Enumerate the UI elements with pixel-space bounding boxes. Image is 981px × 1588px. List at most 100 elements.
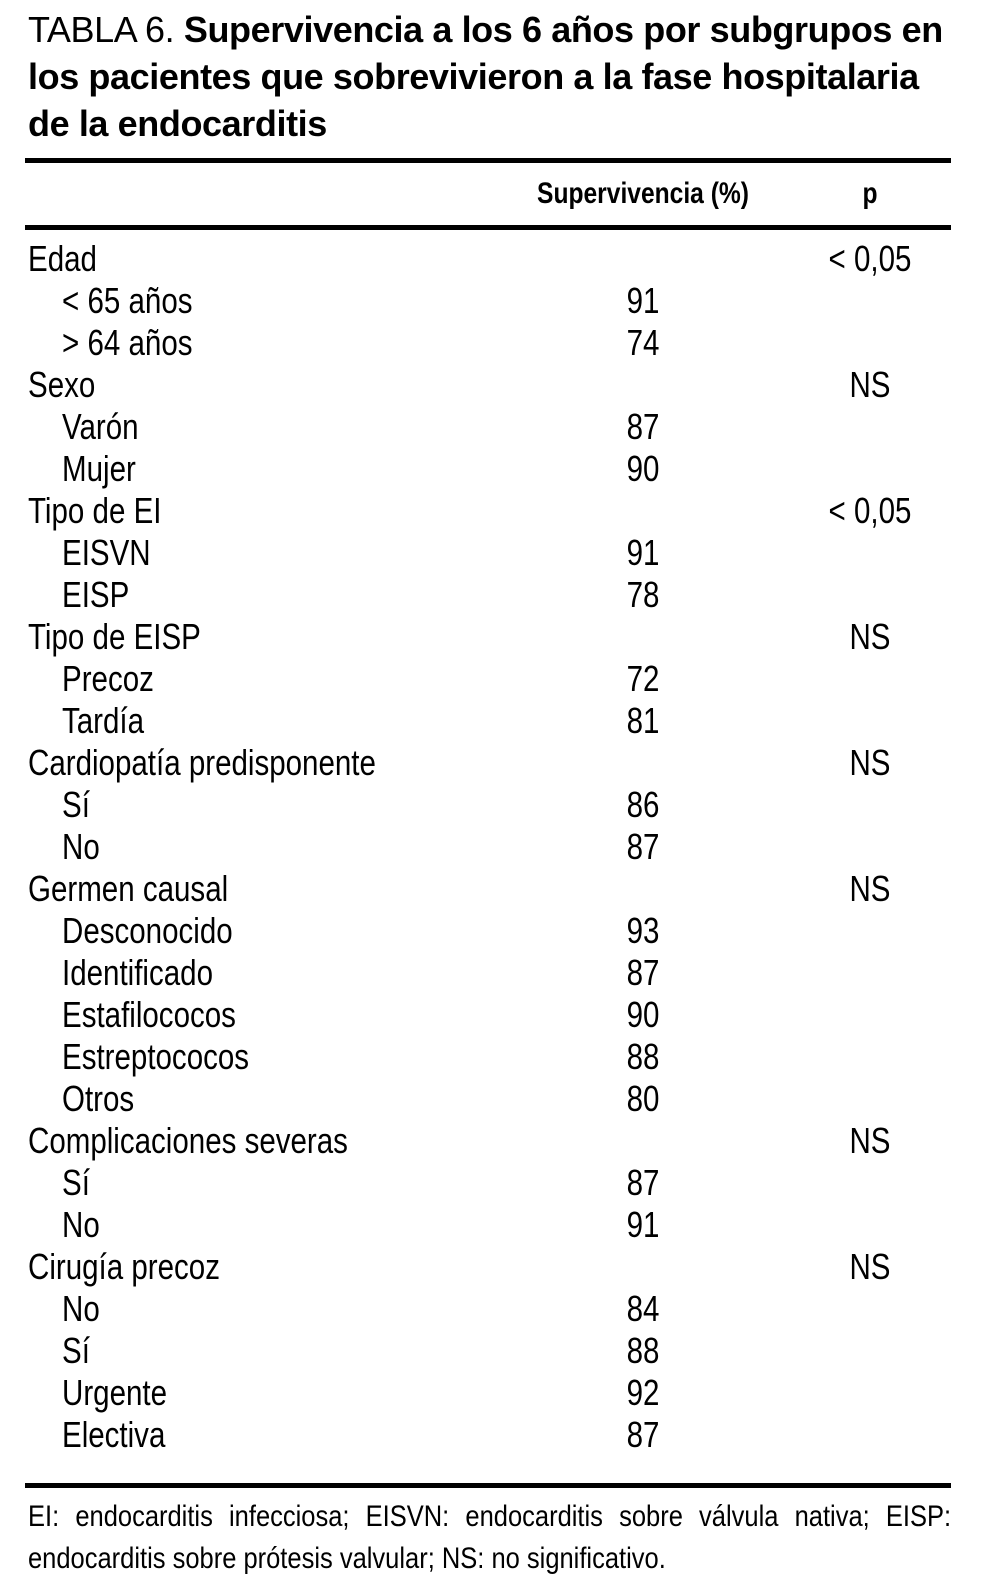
row-label: Sexo: [28, 364, 96, 405]
table-row: Cirugía precoz NS: [0, 1246, 981, 1288]
table-body: Edad < 0,05 < 65 años 91 > 64 años 74 Se…: [0, 238, 981, 1456]
row-survival-value: 72: [626, 658, 660, 699]
row-label: Cirugía precoz: [28, 1246, 220, 1287]
table-footnote: EI: endocarditis infecciosa; EISVN: endo…: [28, 1496, 951, 1580]
row-label: Urgente: [62, 1372, 168, 1413]
table-row: Urgente 92: [0, 1372, 981, 1414]
row-label: Tipo de EI: [28, 490, 162, 531]
table-row: Edad < 0,05: [0, 238, 981, 280]
row-survival-value: 87: [626, 826, 660, 867]
table-row: Mujer 90: [0, 448, 981, 490]
row-label: Cardiopatía predisponente: [28, 742, 376, 783]
row-label: Sí: [62, 1330, 90, 1371]
table-row: Tipo de EI < 0,05: [0, 490, 981, 532]
row-label: Sí: [62, 784, 90, 825]
row-p-value: NS: [849, 1120, 891, 1161]
table-row: Precoz 72: [0, 658, 981, 700]
row-survival-value: 80: [626, 1078, 660, 1119]
table-row: Sí 86: [0, 784, 981, 826]
table-row: Electiva 87: [0, 1414, 981, 1456]
row-survival-value: 90: [626, 994, 660, 1035]
table-row: Varón 87: [0, 406, 981, 448]
row-p-value: NS: [849, 1246, 891, 1287]
row-survival-value: 87: [626, 406, 660, 447]
row-label: Electiva: [62, 1414, 166, 1455]
rule-header-top: [25, 158, 951, 163]
row-p-value: < 0,05: [828, 490, 912, 531]
table-row: Sí 88: [0, 1330, 981, 1372]
row-survival-value: 93: [626, 910, 660, 951]
row-survival-value: 91: [626, 532, 660, 573]
column-header-supervivencia: Supervivencia (%): [537, 177, 749, 210]
row-survival-value: 92: [626, 1372, 660, 1413]
table-caption: Supervivencia a los 6 años por subgrupos…: [28, 9, 943, 144]
row-p-value: NS: [849, 364, 891, 405]
row-survival-value: 87: [626, 1414, 660, 1455]
row-survival-value: 88: [626, 1036, 660, 1077]
row-survival-value: 91: [626, 280, 660, 321]
row-survival-value: 81: [626, 700, 660, 741]
row-label: Otros: [62, 1078, 135, 1119]
row-label: Tipo de EISP: [28, 616, 201, 657]
table-row: Identificado 87: [0, 952, 981, 994]
table-row: EISP 78: [0, 574, 981, 616]
table-row: Tipo de EISP NS: [0, 616, 981, 658]
row-survival-value: 84: [626, 1288, 660, 1329]
table-row: Otros 80: [0, 1078, 981, 1120]
row-label: Estreptococos: [62, 1036, 250, 1077]
table-row: > 64 años 74: [0, 322, 981, 364]
table-title: TABLA 6. Supervivencia a los 6 años por …: [28, 6, 944, 147]
table-row: Complicaciones severas NS: [0, 1120, 981, 1162]
row-label: Desconocido: [62, 910, 233, 951]
table-header-row: Supervivencia (%) p: [0, 163, 981, 225]
row-survival-value: 86: [626, 784, 660, 825]
table-row: Tardía 81: [0, 700, 981, 742]
row-survival-value: 87: [626, 1162, 660, 1203]
row-label: < 65 años: [62, 280, 193, 321]
table-row: Estafilococos 90: [0, 994, 981, 1036]
row-label: Mujer: [62, 448, 136, 489]
row-p-value: NS: [849, 868, 891, 909]
row-label: EISVN: [62, 532, 151, 573]
table-number: TABLA 6.: [28, 9, 175, 50]
row-p-value: NS: [849, 742, 891, 783]
footnote-line-2: endocarditis sobre prótesis valvular; NS…: [28, 1542, 666, 1575]
row-survival-value: 78: [626, 574, 660, 615]
column-header-p: p: [862, 177, 878, 210]
row-label: Estafilococos: [62, 994, 236, 1035]
row-survival-value: 74: [626, 322, 660, 363]
row-survival-value: 87: [626, 952, 660, 993]
table-row: Germen causal NS: [0, 868, 981, 910]
row-label: Edad: [28, 238, 97, 279]
row-label: Sí: [62, 1162, 90, 1203]
table-row: No 84: [0, 1288, 981, 1330]
row-label: No: [62, 1204, 100, 1245]
row-label: Varón: [62, 406, 139, 447]
row-label: Germen causal: [28, 868, 229, 909]
rule-header-bottom: [25, 225, 951, 230]
table-row: Sí 87: [0, 1162, 981, 1204]
row-survival-value: 88: [626, 1330, 660, 1371]
row-label: Precoz: [62, 658, 154, 699]
table-row: EISVN 91: [0, 532, 981, 574]
table-row: Estreptococos 88: [0, 1036, 981, 1078]
table-row: Cardiopatía predisponente NS: [0, 742, 981, 784]
row-label: Tardía: [62, 700, 145, 741]
row-label: Identificado: [62, 952, 213, 993]
table-row: No 87: [0, 826, 981, 868]
row-label: No: [62, 1288, 100, 1329]
row-survival-value: 90: [626, 448, 660, 489]
table-row: Desconocido 93: [0, 910, 981, 952]
row-label: EISP: [62, 574, 130, 615]
table-row: Sexo NS: [0, 364, 981, 406]
row-label: > 64 años: [62, 322, 193, 363]
row-label: Complicaciones severas: [28, 1120, 348, 1161]
table-row: < 65 años 91: [0, 280, 981, 322]
table-row: No 91: [0, 1204, 981, 1246]
footnote-line-1: EI: endocarditis infecciosa; EISVN: endo…: [28, 1500, 952, 1533]
row-label: No: [62, 826, 100, 867]
row-p-value: < 0,05: [828, 238, 912, 279]
row-p-value: NS: [849, 616, 891, 657]
row-survival-value: 91: [626, 1204, 660, 1245]
